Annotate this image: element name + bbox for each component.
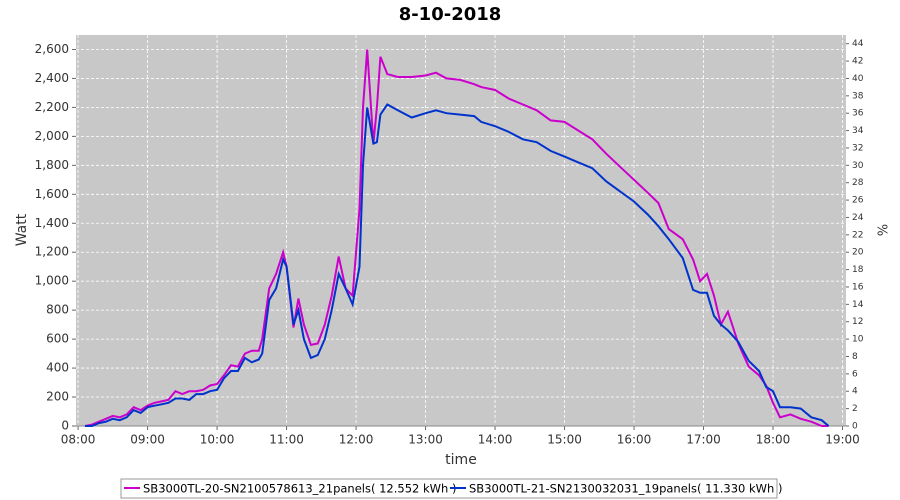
y-tick-label: 1,200 [35,245,69,259]
y-tick-label: 1,800 [35,158,69,172]
y-tick-label: 600 [46,332,69,346]
y-tick-label: 200 [46,390,69,404]
y2-tick-label: 8 [852,352,858,362]
y-tick-label: 2,200 [35,100,69,114]
y2-tick-label: 24 [852,213,864,223]
plot-area [76,35,846,426]
x-tick-label: 11:00 [269,433,304,447]
y2-tick-label: 6 [852,369,858,379]
y2-axis-label: % [874,224,889,236]
y2-tick-label: 26 [852,196,864,206]
y2-tick-label: 28 [852,178,864,188]
y-tick-label: 1,600 [35,187,69,201]
y-tick-label: 2,000 [35,129,69,143]
y2-tick-label: 22 [852,230,863,240]
x-tick-label: 08:00 [61,433,96,447]
x-axis-label: time [445,452,477,468]
y2-tick-label: 2 [852,404,858,414]
legend-label: SB3000TL-21-SN2130032031_19panels( 11.33… [469,482,782,496]
legend [120,478,778,499]
x-tick-label: 18:00 [756,433,791,447]
x-tick-label: 09:00 [130,433,165,447]
x-tick-label: 13:00 [408,433,443,447]
y2-tick-label: 30 [852,161,864,171]
y2-tick-label: 42 [852,57,863,67]
series-line [85,103,830,427]
y-tick-label: 2,600 [35,42,69,56]
y-tick-label: 2,400 [35,71,69,85]
y2-tick-label: 44 [852,39,864,49]
x-tick-label: 15:00 [547,433,582,447]
x-tick-label: 14:00 [478,433,513,447]
x-tick-label: 19:00 [825,433,860,447]
legend-label: SB3000TL-20-SN2100578613_21panels( 12.55… [143,482,456,496]
y2-tick-label: 12 [852,317,863,327]
y-tick-label: 0 [61,419,69,433]
series-line [84,49,829,427]
y-axis-label: Watt [14,213,30,246]
y2-tick-label: 36 [852,109,864,119]
y2-tick-label: 0 [852,422,858,432]
y2-tick-label: 14 [852,300,864,310]
chart-title: 8-10-2018 [399,4,502,25]
y-tick-label: 800 [46,303,69,317]
y2-tick-label: 4 [852,387,858,397]
x-tick-label: 16:00 [617,433,652,447]
y-tick-label: 1,400 [35,216,69,230]
y2-tick-label: 34 [852,126,864,136]
y2-tick-label: 40 [852,74,864,84]
x-tick-label: 17:00 [686,433,721,447]
y2-tick-label: 16 [852,282,864,292]
y2-tick-label: 18 [852,265,864,275]
y-tick-label: 1,000 [35,274,69,288]
y2-tick-label: 32 [852,143,863,153]
y-tick-label: 400 [46,361,69,375]
x-tick-label: 12:00 [339,433,374,447]
x-tick-label: 10:00 [200,433,235,447]
y2-tick-label: 38 [852,91,864,101]
y2-tick-label: 10 [852,335,864,345]
y2-tick-label: 20 [852,248,864,258]
